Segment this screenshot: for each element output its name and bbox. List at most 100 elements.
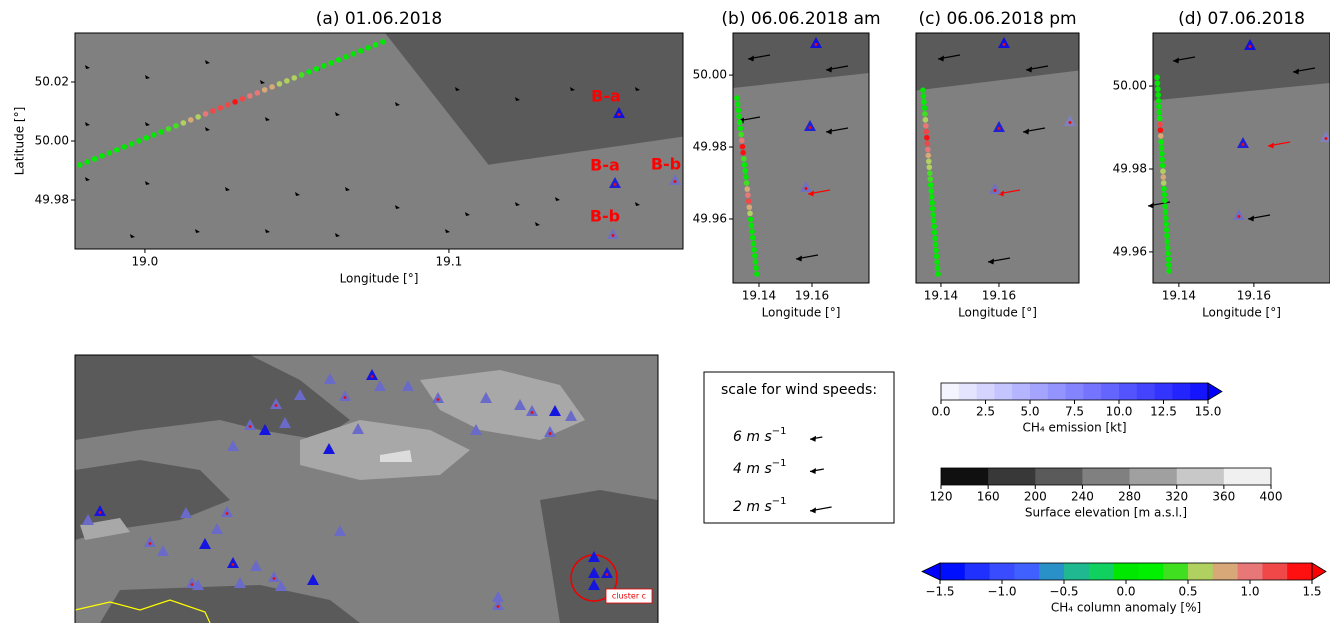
wind-scale-sup: −1 xyxy=(772,458,787,469)
anomaly-point xyxy=(247,93,253,99)
anomaly-point xyxy=(736,119,743,126)
anomaly-point xyxy=(91,156,98,162)
colorbar-box xyxy=(1065,383,1084,400)
anomaly-point xyxy=(254,90,261,96)
colorbar-box xyxy=(1223,468,1272,485)
anomaly-point xyxy=(313,66,320,72)
anomaly-point xyxy=(165,126,172,132)
colorbar-tick-label: 120 xyxy=(930,490,953,504)
colorbar-tick-label: −0.5 xyxy=(1049,585,1078,599)
colorbar: −1.5 −1.0 −0.5 0.0 0.5 1.0 1.5 CH₄ column anoma… xyxy=(921,562,1327,615)
colorbar-extend xyxy=(1207,382,1223,401)
colorbar-box xyxy=(1190,383,1209,400)
anomaly-point xyxy=(920,87,926,93)
site-marker-dot xyxy=(1248,45,1252,48)
anomaly-point xyxy=(924,140,931,147)
x-axis-label: Longitude [°] xyxy=(762,306,841,320)
anomaly-point xyxy=(738,137,745,144)
anomaly-point xyxy=(925,158,932,165)
site-marker xyxy=(227,557,239,568)
site-marker-dot xyxy=(98,511,102,514)
anomaly-point xyxy=(931,229,938,236)
site-marker xyxy=(352,423,364,434)
anomaly-point xyxy=(1160,168,1166,175)
colorbar-box xyxy=(1113,563,1139,580)
anomaly-point xyxy=(1162,203,1168,210)
anomaly-point xyxy=(749,228,755,235)
colorbar-box xyxy=(1212,563,1239,580)
anomaly-point xyxy=(128,141,135,147)
site-marker-dot xyxy=(190,583,194,586)
anomaly-point xyxy=(1162,209,1169,216)
site-marker xyxy=(800,181,812,192)
anomaly-point xyxy=(1158,144,1165,151)
anomaly-point xyxy=(934,259,940,265)
anomaly-point xyxy=(328,60,335,66)
anomaly-point xyxy=(734,95,740,101)
y-tick-label: 50.00 xyxy=(693,68,727,82)
anomaly-point xyxy=(752,253,758,259)
anomaly-point xyxy=(350,51,357,57)
site-marker xyxy=(294,389,306,400)
site-marker xyxy=(804,120,816,131)
wind-arrow xyxy=(345,187,350,191)
panel: (a) 01.06.2018 19.0 19.1 49.98 50.00 50.02 Lon… xyxy=(13,9,684,286)
anomaly-point xyxy=(217,105,224,111)
site-marker-dot xyxy=(248,425,252,428)
colorbar-tick-label: 320 xyxy=(1165,490,1188,504)
colorbar-tick-label: 280 xyxy=(1118,490,1141,504)
anomaly-point xyxy=(750,240,757,247)
anomaly-point xyxy=(195,114,201,120)
anomaly-point xyxy=(261,87,268,93)
colorbar-box xyxy=(988,468,1036,485)
anomaly-point xyxy=(932,235,938,242)
site-marker-dot xyxy=(814,43,818,46)
anomaly-point xyxy=(232,99,238,105)
panel-title: (c) 06.06.2018 pm xyxy=(918,9,1076,29)
wind-scale-sup: −1 xyxy=(772,426,787,437)
anomaly-point xyxy=(77,162,83,168)
colorbar-box xyxy=(1237,563,1263,580)
anomaly-point xyxy=(1159,150,1165,157)
wind-scale-entry: 2 m s−1 xyxy=(733,496,787,515)
wind-arrow xyxy=(515,202,520,206)
site-marker xyxy=(492,599,504,610)
colorbar-box xyxy=(958,383,978,400)
wind-arrow-head xyxy=(808,190,814,197)
anomaly-point xyxy=(136,138,142,144)
colorbar-box xyxy=(1176,468,1225,485)
map-light-region xyxy=(420,370,585,440)
anomaly-point xyxy=(1159,162,1166,169)
wind-arrow xyxy=(145,122,150,126)
site-marker xyxy=(1233,209,1245,220)
colorbar-extend xyxy=(1311,562,1327,581)
site-marker-dot xyxy=(1068,121,1072,124)
y-axis-label: Latitude [°] xyxy=(13,107,27,176)
wind-arrow xyxy=(570,87,575,91)
site-marker xyxy=(144,536,156,547)
y-tick-label: 49.98 xyxy=(1113,161,1147,175)
site-marker-dot xyxy=(1002,43,1006,46)
site-marker-dot xyxy=(274,404,278,407)
anomaly-point xyxy=(335,57,342,63)
colorbar-tick-label: −1.0 xyxy=(987,585,1016,599)
anomaly-point xyxy=(239,96,246,102)
panel-frame xyxy=(1152,32,1330,284)
site-annotation: B-a xyxy=(590,156,620,175)
x-tick-label: 19.1 xyxy=(436,255,463,269)
anomaly-point xyxy=(1166,268,1172,274)
anomaly-point xyxy=(1156,115,1163,122)
site-marker xyxy=(998,37,1010,48)
wind-arrow xyxy=(395,205,400,209)
colorbar-tick-label: 5.0 xyxy=(1020,405,1039,419)
y-tick-label: 50.00 xyxy=(1113,79,1147,93)
colorbar-box xyxy=(1082,468,1131,485)
anomaly-point xyxy=(745,198,752,205)
anomaly-point xyxy=(923,122,929,129)
wind-arrow xyxy=(85,65,90,69)
panel-frame xyxy=(732,32,870,284)
anomaly-point xyxy=(1158,139,1164,145)
anomaly-point xyxy=(746,204,753,211)
site-marker xyxy=(1064,115,1076,126)
wind-scale: scale for wind speeds: xyxy=(703,371,895,524)
